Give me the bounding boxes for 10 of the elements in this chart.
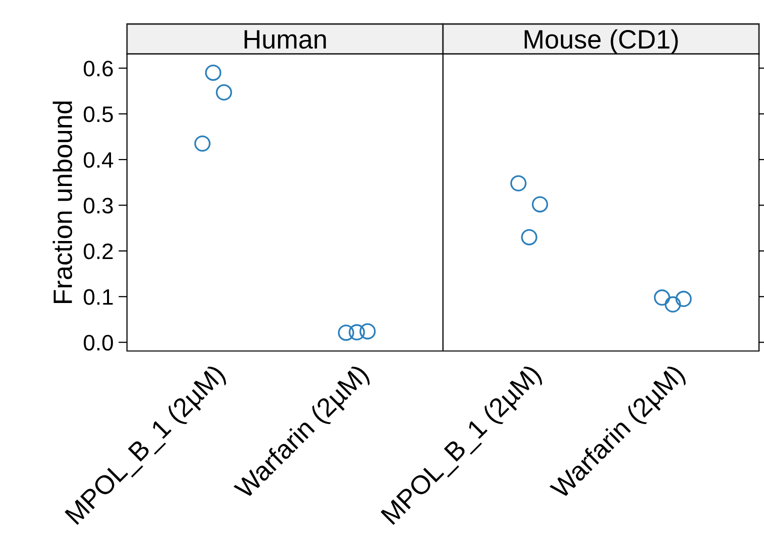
- y-tick-label: 0.1: [84, 289, 113, 305]
- y-tick-label: 0.2: [84, 243, 113, 260]
- y-tick-label: 0.3: [84, 198, 113, 214]
- y-tick-label: 0.0: [84, 334, 113, 351]
- y-tick-label: 0.5: [84, 106, 113, 122]
- y-tick-label: 0.4: [84, 152, 114, 168]
- chart-title: Human: [244, 30, 326, 49]
- chart-title: Mouse (CD1): [524, 29, 678, 54]
- y-tick-label: 0.6: [84, 60, 113, 76]
- y-axis-title: Fraction unbound: [52, 101, 72, 304]
